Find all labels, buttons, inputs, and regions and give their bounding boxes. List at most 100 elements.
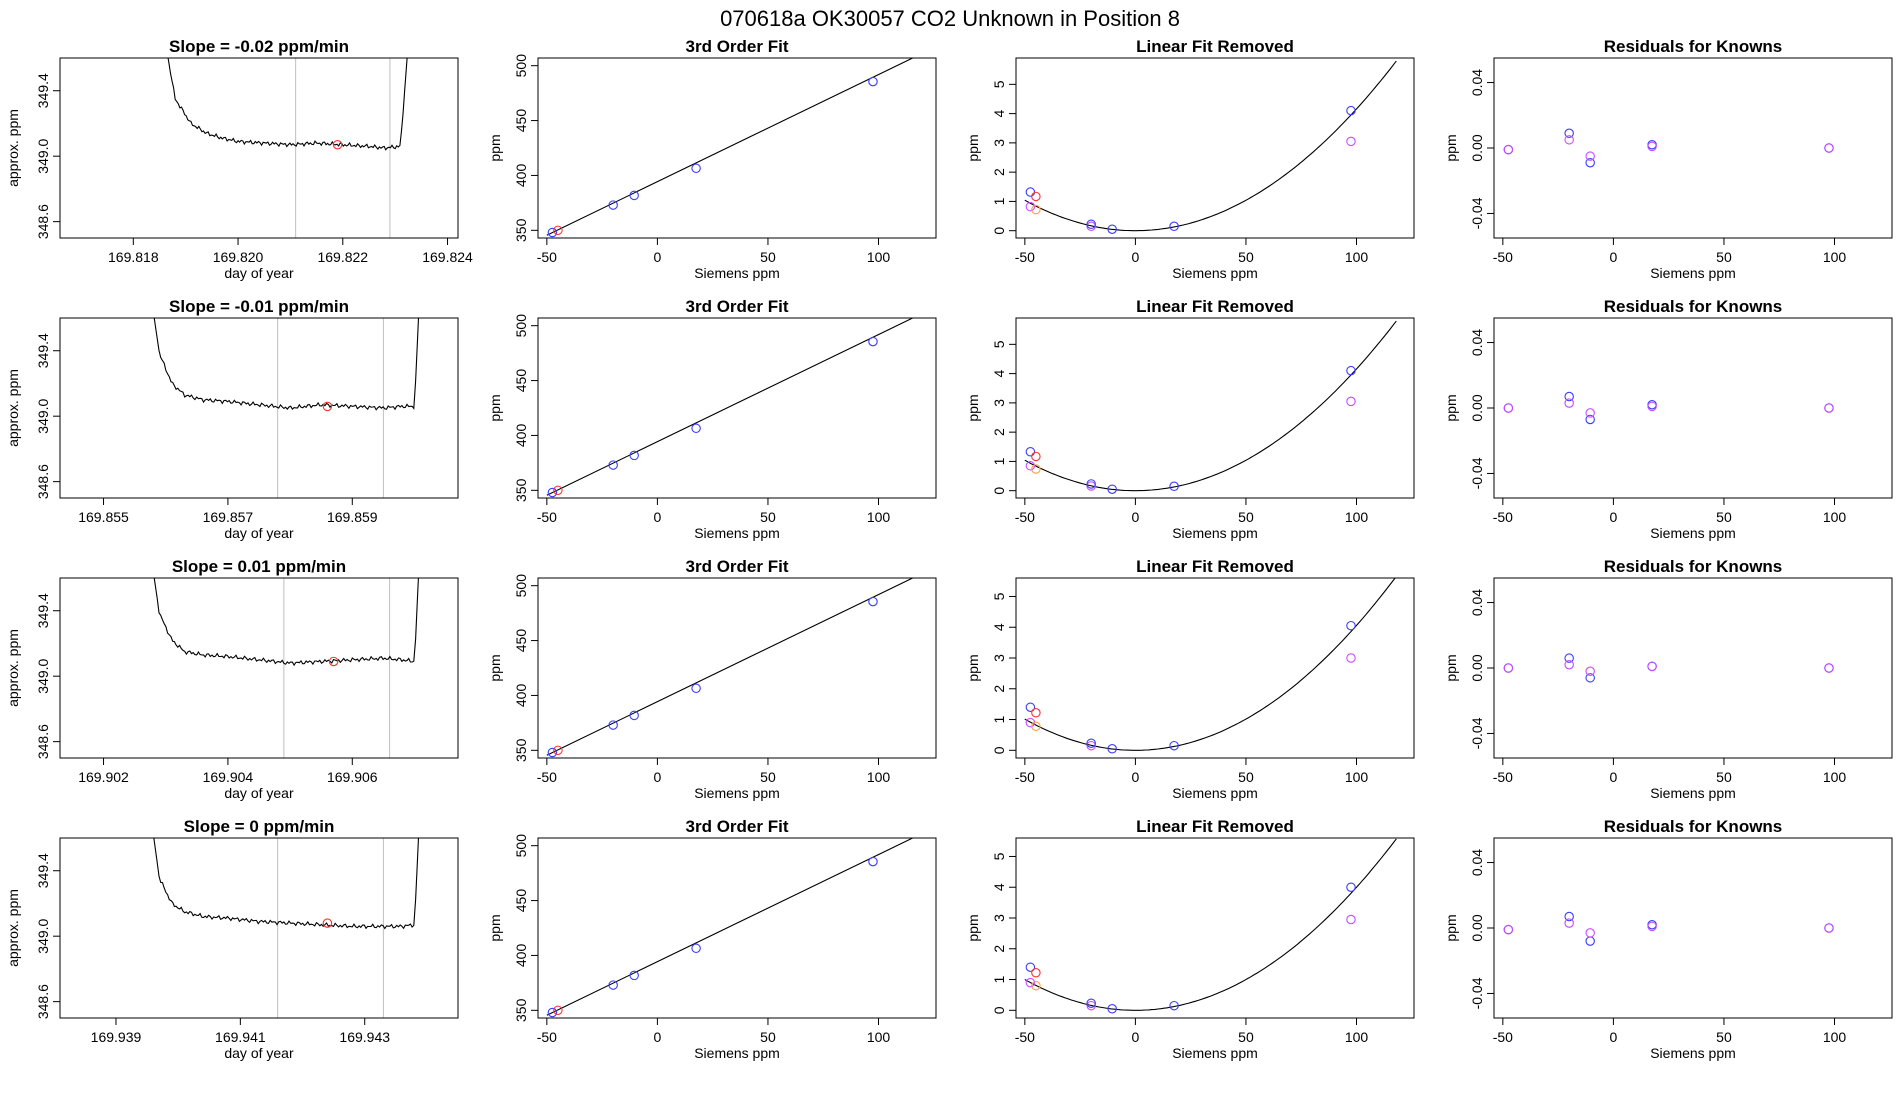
panel-residual-row-2: Linear Fit Removed -50 0 50 100 0 1 2 3 4 5 Siemens… xyxy=(965,297,1415,541)
residual-curve xyxy=(1024,838,1397,1011)
plot-frame xyxy=(59,57,459,239)
y-axis-label: ppm xyxy=(965,394,981,421)
panel-timeseries-row-4: Slope = 0 ppm/min 169.939 169.941 169.943 34… xyxy=(5,817,459,1061)
y-axis-label: ppm xyxy=(1443,654,1459,681)
y-tick-label: -0.04 xyxy=(1469,977,1485,1009)
previous-residual-point xyxy=(1585,151,1595,161)
y-tick-label: 350 xyxy=(513,738,529,762)
x-tick-label: 100 xyxy=(1345,769,1369,785)
previous-fit-point xyxy=(1025,201,1036,212)
y-tick-label: 5 xyxy=(991,80,1007,88)
sample-marker xyxy=(328,656,339,667)
x-tick-label: 169.857 xyxy=(203,509,254,525)
known-point xyxy=(1086,479,1096,489)
y-tick-label: 500 xyxy=(513,54,529,78)
previous-unknown-point xyxy=(1031,464,1041,474)
y-tick-label: 500 xyxy=(513,574,529,598)
plot-area xyxy=(1024,838,1397,1014)
unknown-point xyxy=(1031,708,1041,718)
known-point xyxy=(1169,740,1179,751)
previous-residual-point xyxy=(1503,403,1514,413)
panel-grid: Slope = -0.02 ppm/min 169.818 169.820 169.8… xyxy=(5,37,1893,1061)
plot-frame xyxy=(1015,317,1415,499)
y-tick-label: 349.4 xyxy=(35,593,51,628)
y-tick-label: 450 xyxy=(513,369,529,393)
x-tick-label: 100 xyxy=(1345,509,1369,525)
x-tick-label: 169.855 xyxy=(78,509,129,525)
x-axis-label: day of year xyxy=(224,525,294,541)
previous-residual-point xyxy=(1585,408,1595,418)
y-tick-label: 0.04 xyxy=(1469,849,1485,876)
unknown-point xyxy=(553,745,563,756)
panel-knowns-row-1: Residuals for Knowns -50 0 50 100 -0.04 0.00 0.… xyxy=(1443,37,1893,281)
concentration-trace xyxy=(153,318,420,411)
known-point xyxy=(547,747,558,758)
plot-frame xyxy=(537,577,937,759)
y-tick-label: 2 xyxy=(991,945,1007,953)
plot-frame xyxy=(59,577,459,759)
panel-timeseries-row-1: Slope = -0.02 ppm/min 169.818 169.820 169.8… xyxy=(5,37,473,281)
previous-unknown-point xyxy=(1031,721,1041,732)
panel-timeseries-row-2: Slope = -0.01 ppm/min 169.855 169.857 169.8… xyxy=(5,297,459,541)
previous-unknown-point xyxy=(1031,204,1041,215)
previous-fit-point xyxy=(1025,977,1036,988)
residual-curve xyxy=(1024,578,1396,751)
y-tick-label: 5 xyxy=(991,592,1007,600)
plot-frame xyxy=(537,317,937,499)
known-point xyxy=(1346,365,1356,376)
y-tick-label: 3 xyxy=(991,399,1007,407)
x-tick-label: -50 xyxy=(1015,509,1035,525)
x-tick-label: -50 xyxy=(537,249,557,265)
unknown-point xyxy=(1031,191,1041,202)
panel-title: Slope = 0.01 ppm/min xyxy=(172,557,346,576)
panel-title: Slope = 0 ppm/min xyxy=(184,817,335,836)
y-tick-label: 0.00 xyxy=(1469,394,1485,421)
panel-fit-row-4: 3rd Order Fit -50 0 50 100 350 400 450 500 Siemen… xyxy=(487,817,937,1061)
known-residual-point xyxy=(1585,414,1595,425)
x-tick-label: 100 xyxy=(1345,1029,1369,1045)
plot-area xyxy=(1024,578,1396,754)
x-axis-label: Siemens ppm xyxy=(1650,265,1736,281)
unknown-point xyxy=(1031,968,1041,978)
known-point xyxy=(629,710,639,721)
previous-fit-point xyxy=(1346,396,1356,407)
panel-title: 3rd Order Fit xyxy=(686,817,789,836)
x-tick-label: 0 xyxy=(654,1029,662,1045)
unknown-point xyxy=(553,225,563,236)
y-tick-label: 0 xyxy=(991,746,1007,754)
y-tick-label: 349.4 xyxy=(35,333,51,368)
x-tick-label: 169.939 xyxy=(91,1029,142,1045)
x-tick-label: 50 xyxy=(1716,249,1732,265)
panel-title: Slope = -0.02 ppm/min xyxy=(169,37,349,56)
previous-residual-point xyxy=(1564,135,1574,145)
plot-frame xyxy=(1015,837,1415,1019)
plot-frame xyxy=(59,837,459,1019)
x-tick-label: 169.904 xyxy=(203,769,254,785)
plot-area xyxy=(1024,60,1397,234)
known-point xyxy=(1107,224,1117,234)
x-tick-label: 50 xyxy=(760,509,776,525)
y-tick-label: 5 xyxy=(991,340,1007,348)
sample-marker xyxy=(322,401,333,412)
y-tick-label: 500 xyxy=(513,834,529,858)
previous-unknown-point xyxy=(1031,980,1041,991)
y-tick-label: 0.04 xyxy=(1469,589,1485,616)
unknown-point xyxy=(1031,451,1041,462)
fit-line xyxy=(546,838,914,1016)
concentration-trace xyxy=(153,838,420,930)
previous-fit-point xyxy=(1086,740,1096,751)
x-tick-label: 0 xyxy=(1132,1029,1140,1045)
plot-frame xyxy=(1493,577,1893,759)
previous-residual-point xyxy=(1564,659,1574,670)
x-tick-label: 0 xyxy=(654,249,662,265)
panel-title: Slope = -0.01 ppm/min xyxy=(169,297,349,316)
plot-frame xyxy=(59,317,459,499)
x-axis-label: Siemens ppm xyxy=(1650,525,1736,541)
known-point xyxy=(608,720,618,730)
y-tick-label: 350 xyxy=(513,478,529,502)
plot-area xyxy=(153,318,420,498)
y-axis-label: ppm xyxy=(487,914,503,941)
x-tick-label: 100 xyxy=(1823,1029,1847,1045)
x-tick-label: 169.943 xyxy=(339,1029,390,1045)
x-tick-label: 100 xyxy=(867,249,891,265)
